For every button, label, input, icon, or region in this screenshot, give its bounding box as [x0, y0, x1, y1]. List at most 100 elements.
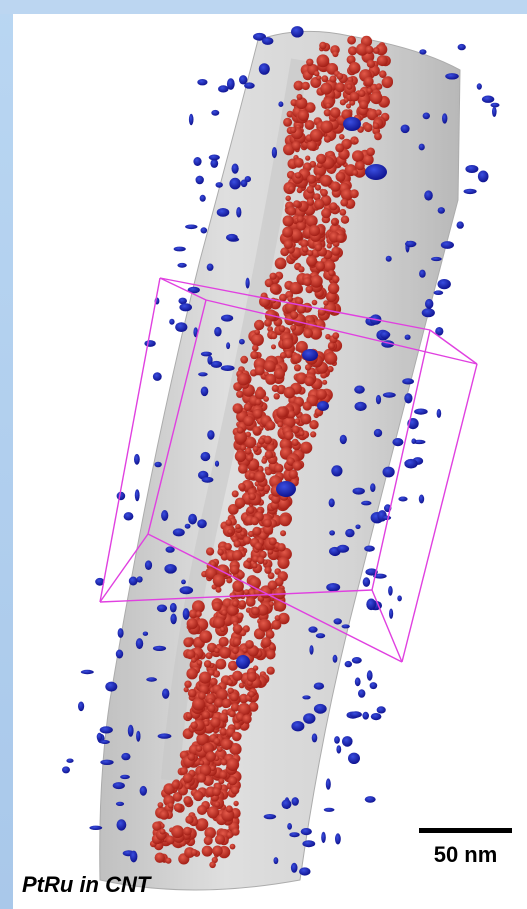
- scale-bar: [419, 828, 512, 833]
- red-particle: [238, 483, 246, 491]
- red-particle: [279, 514, 292, 527]
- red-particle: [330, 181, 341, 192]
- red-particle: [332, 332, 340, 340]
- blue-particle: [206, 263, 214, 271]
- blue-particle: [442, 113, 448, 124]
- blue-particle: [334, 736, 340, 744]
- red-particle: [266, 666, 275, 675]
- blue-particle: [333, 618, 342, 625]
- red-particle: [212, 616, 225, 629]
- blue-particle: [100, 759, 114, 765]
- blue-particle: [120, 774, 130, 780]
- red-particle: [280, 247, 290, 257]
- red-particle: [324, 352, 338, 365]
- blue-particle: [105, 681, 118, 692]
- red-particle: [183, 637, 194, 648]
- red-particle: [252, 344, 259, 352]
- red-particle: [212, 845, 223, 857]
- red-particle: [205, 567, 218, 580]
- red-particle: [214, 698, 224, 708]
- red-particle: [199, 630, 213, 643]
- blue-particle: [342, 736, 353, 747]
- blue-particle: [89, 825, 103, 830]
- red-particle: [207, 704, 216, 713]
- red-particle: [316, 388, 327, 400]
- red-particle: [199, 764, 212, 776]
- red-particle: [375, 109, 382, 116]
- red-particle: [203, 660, 212, 668]
- red-particle: [336, 233, 345, 243]
- blue-particle: [373, 428, 383, 438]
- blue-particle: [200, 351, 212, 357]
- blue-particle: [187, 286, 200, 294]
- red-particle: [348, 46, 358, 56]
- red-particle: [263, 396, 269, 402]
- red-particle: [250, 333, 264, 347]
- red-particle: [236, 570, 245, 579]
- red-particle: [235, 523, 241, 530]
- red-particle: [288, 469, 298, 479]
- red-particle: [314, 199, 325, 210]
- red-particle: [190, 849, 198, 856]
- red-particle: [349, 189, 359, 199]
- red-particle: [295, 297, 304, 306]
- red-particle: [159, 828, 166, 835]
- blue-particle: [115, 801, 125, 807]
- blue-particle: [328, 498, 335, 508]
- blue-particle: [135, 638, 144, 650]
- red-particle: [211, 856, 218, 864]
- red-particle: [301, 246, 309, 253]
- blue-particle: [465, 165, 479, 173]
- red-particle: [267, 580, 278, 591]
- blue-particle: [210, 158, 219, 168]
- red-particle: [296, 187, 303, 194]
- blue-particle: [156, 604, 168, 613]
- red-particle: [283, 117, 293, 127]
- red-particle: [329, 75, 337, 83]
- blue-particle: [201, 476, 214, 483]
- red-particle: [254, 471, 266, 483]
- red-particle: [179, 767, 188, 775]
- red-particle: [256, 556, 265, 565]
- blue-particle: [422, 112, 430, 120]
- red-particle: [248, 702, 259, 712]
- blue-particle: [345, 528, 355, 538]
- red-particle: [192, 697, 206, 711]
- red-particle: [210, 765, 216, 771]
- red-particle: [231, 490, 239, 498]
- blue-particle: [130, 850, 138, 863]
- blue-particle: [211, 109, 220, 116]
- red-particle: [290, 228, 303, 242]
- red-particle: [216, 688, 229, 701]
- blue-particle: [425, 298, 434, 309]
- blue-particle: [300, 828, 312, 836]
- blue-particle: [197, 79, 208, 86]
- red-particle: [306, 140, 317, 151]
- red-particle: [363, 123, 373, 133]
- blue-particle: [490, 102, 500, 108]
- red-particle: [362, 154, 374, 166]
- red-particle: [220, 626, 226, 633]
- blue-particle: [336, 544, 350, 553]
- red-particle: [187, 753, 196, 761]
- red-particle: [203, 836, 213, 846]
- red-particle: [230, 703, 240, 712]
- red-particle: [171, 825, 184, 839]
- blue-particle: [226, 78, 235, 90]
- red-particle: [236, 426, 244, 434]
- red-particle: [210, 717, 221, 728]
- blue-particle: [169, 318, 175, 325]
- blue-particle: [123, 512, 134, 521]
- red-particle: [218, 778, 225, 785]
- red-particle: [303, 328, 313, 339]
- red-particle: [335, 171, 346, 182]
- blue-particle: [436, 408, 442, 418]
- red-particle: [294, 418, 301, 424]
- red-particle: [234, 497, 246, 509]
- blue-particle: [220, 365, 235, 371]
- red-particle: [165, 857, 172, 864]
- blue-particle: [115, 649, 124, 659]
- red-particle: [222, 698, 232, 708]
- blue-particle: [164, 564, 177, 574]
- red-particle: [379, 70, 387, 78]
